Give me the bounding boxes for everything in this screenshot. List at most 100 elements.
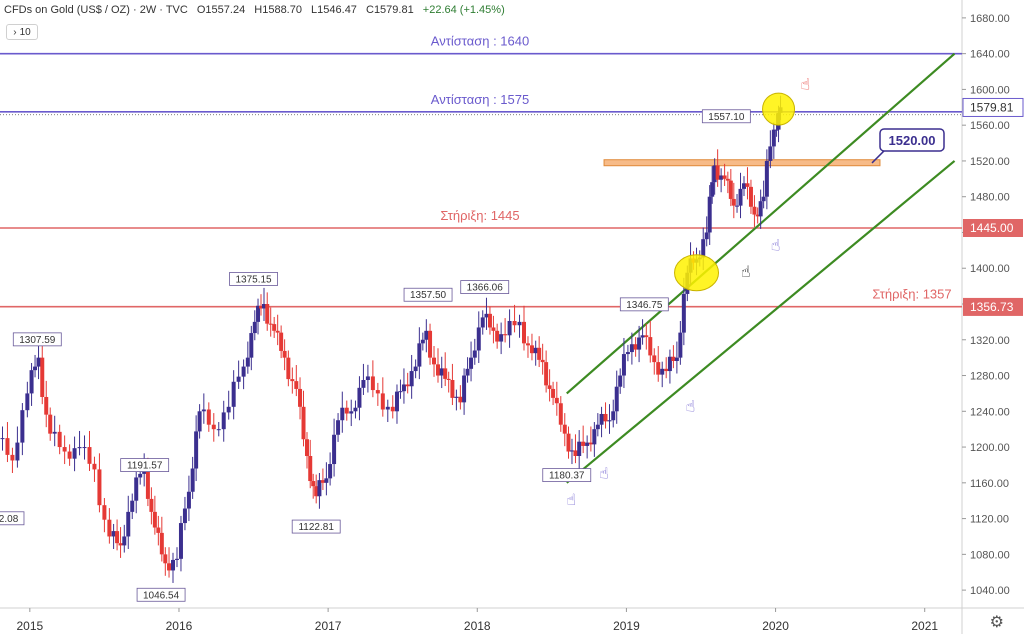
- candle-body: [52, 431, 57, 434]
- peak-value-text: 1557.10: [708, 112, 745, 123]
- interval-label[interactable]: 2W: [139, 4, 157, 16]
- candle-body: [174, 558, 179, 560]
- candle-body: [62, 447, 67, 452]
- candle-body: [398, 391, 403, 393]
- candle-body: [301, 406, 306, 440]
- candle-body: [752, 206, 757, 215]
- y-tick-label: 1600.00: [970, 84, 1010, 96]
- candle-body: [401, 384, 406, 392]
- candle-body: [487, 313, 492, 328]
- symbol-name[interactable]: CFDs on Gold (US$ / OZ): [4, 4, 130, 16]
- candle-body: [241, 366, 246, 377]
- price-callout-box[interactable]: [879, 128, 945, 152]
- candle-body: [311, 481, 316, 487]
- candle-body: [544, 362, 549, 386]
- candle-body: [540, 359, 545, 363]
- candle-body: [145, 464, 150, 499]
- candle-body: [353, 407, 358, 412]
- candle-body: [57, 431, 62, 448]
- candle-body: [279, 332, 284, 351]
- candle-body: [715, 165, 720, 180]
- candle-body: [495, 330, 500, 342]
- peak-value-label: [136, 587, 186, 602]
- candle-body: [134, 477, 139, 501]
- candle-body: [178, 523, 183, 559]
- support-price-tag-text: 1445.00: [970, 221, 1014, 235]
- candle-body: [428, 330, 433, 358]
- candle-body: [48, 414, 53, 434]
- candle-body: [577, 441, 582, 456]
- y-tick-label: 1080.00: [970, 549, 1010, 561]
- candle-body: [771, 129, 776, 147]
- candle-body: [507, 320, 512, 336]
- candle-body: [768, 146, 773, 161]
- candle-body: [725, 178, 730, 181]
- hand-pointer-icon: ☝: [771, 237, 781, 254]
- current-highlight: [762, 92, 796, 126]
- breakout-highlight: [674, 254, 720, 292]
- settings-gear-icon[interactable]: ⚙: [989, 614, 1004, 631]
- peak-value-text: 1375.15: [235, 274, 272, 285]
- candle-body: [282, 350, 287, 358]
- candle-body: [454, 396, 459, 398]
- candle-body: [190, 468, 195, 492]
- candle-body: [409, 371, 414, 387]
- candle-body: [681, 293, 686, 333]
- x-tick-label: 2019: [613, 619, 640, 633]
- candle-body: [111, 531, 116, 537]
- peak-value-label: [0, 511, 25, 526]
- candle-body: [357, 387, 362, 408]
- candle-body: [40, 357, 45, 397]
- y-tick-label: 1480.00: [970, 192, 1010, 204]
- candle-body: [67, 451, 72, 459]
- candle-body: [349, 411, 354, 414]
- candle-body: [138, 473, 143, 478]
- candle-body: [171, 559, 176, 571]
- peak-value-label: [460, 280, 510, 294]
- candle-body: [529, 345, 534, 354]
- indicator-toggle-button[interactable]: › 10: [6, 24, 38, 40]
- low-value: L1546.47: [311, 4, 357, 16]
- candle-body: [87, 447, 92, 464]
- candle-body: [648, 337, 653, 356]
- candle-body: [758, 201, 763, 217]
- candle-body: [259, 305, 264, 309]
- peak-value-label: [701, 109, 751, 124]
- candle-body: [92, 463, 97, 470]
- channel-lower-line[interactable]: [566, 160, 956, 484]
- resistance-label: Αντίσταση : 1575: [431, 92, 529, 107]
- high-value: H1588.70: [254, 4, 302, 16]
- candle-body: [581, 441, 586, 446]
- peak-value-text: 1366.06: [467, 283, 504, 294]
- candle-body: [245, 357, 250, 367]
- candle-body: [607, 420, 612, 422]
- candle-body: [194, 431, 199, 469]
- candle-body: [320, 480, 325, 483]
- chevron-icon: ›: [13, 26, 17, 38]
- candle-body: [667, 356, 672, 372]
- candle-body: [324, 478, 329, 483]
- candle-body: [420, 339, 425, 344]
- candle-body: [678, 332, 683, 358]
- candle-body: [458, 396, 463, 403]
- candle-body: [265, 304, 270, 324]
- candle-body: [512, 320, 517, 326]
- candle-body: [375, 390, 380, 394]
- candle-body: [491, 327, 496, 331]
- candle-body: [152, 511, 157, 528]
- candle-body: [340, 407, 345, 421]
- change-value: +22.64 (+1.45%): [422, 4, 505, 16]
- candle-body: [551, 388, 556, 398]
- candle-body: [236, 376, 241, 382]
- candle-body: [249, 333, 254, 358]
- candle-body: [704, 232, 709, 240]
- candle-body: [558, 403, 563, 425]
- y-tick-label: 1160.00: [970, 478, 1009, 490]
- candle-body: [603, 413, 608, 422]
- candle-body: [82, 447, 87, 449]
- resistance-zone: [603, 159, 881, 167]
- candle-body: [226, 406, 231, 413]
- x-tick-label: 2018: [464, 619, 491, 633]
- y-tick-label: 1520.00: [970, 156, 1010, 168]
